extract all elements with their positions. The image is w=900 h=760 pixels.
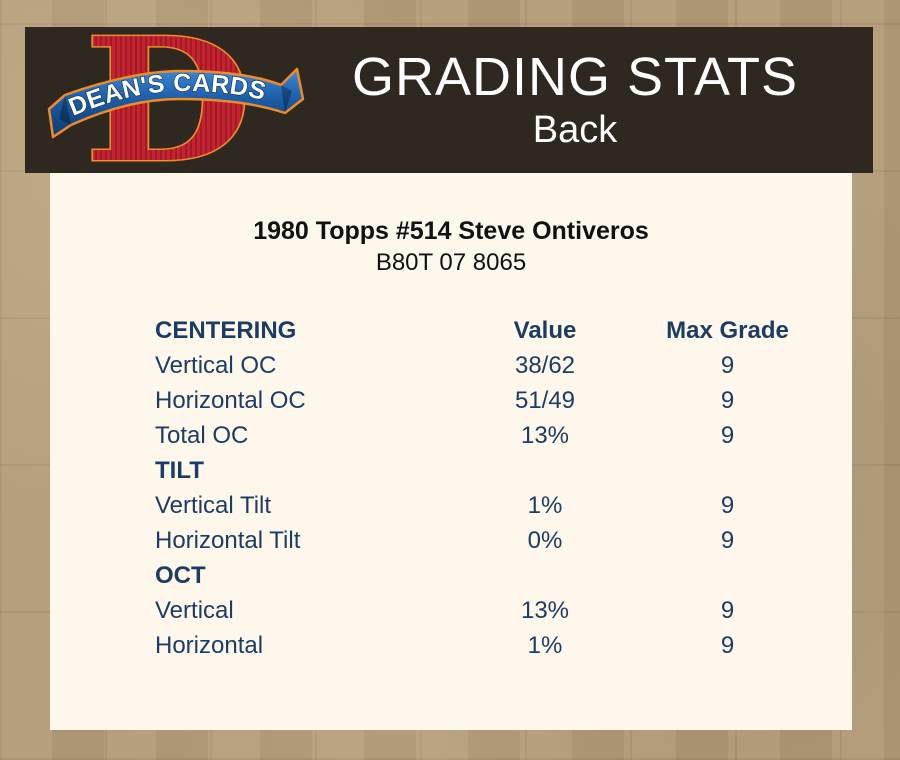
row-label: TILT xyxy=(155,457,204,484)
row-max-grade: 9 xyxy=(720,632,735,659)
row-max-grade: 9 xyxy=(720,527,735,554)
ribbon-fold-left xyxy=(59,95,71,125)
grading-header-row: OCT xyxy=(155,558,810,593)
row-max-grade: Max Grade xyxy=(666,317,789,344)
row-label: Horizontal xyxy=(155,632,264,659)
grading-table: CENTERING Value Max Grade Vertical OC 38/62 9… xyxy=(155,313,810,663)
row-value: 51/49 xyxy=(514,387,576,414)
row-max-grade xyxy=(645,558,810,593)
row-label: OCT xyxy=(155,562,206,589)
ribbon-fold-right xyxy=(281,85,292,113)
deans-cards-logo[interactable]: D DEAN'S CARDS xyxy=(45,0,305,203)
row-max-grade xyxy=(645,453,810,488)
page-title: GRADING STATS xyxy=(351,47,799,107)
row-max-grade: 9 xyxy=(720,492,735,519)
grading-table-body: CENTERING Value Max Grade Vertical OC 38/62 9… xyxy=(155,313,810,663)
site-header: D DEAN'S CARDS GRADING STATS Back xyxy=(25,0,873,203)
grading-data-row: Horizontal Tilt 0% 9 xyxy=(155,523,810,558)
grading-data-row: Vertical 13% 9 xyxy=(155,593,810,628)
row-value: 0% xyxy=(527,527,563,554)
row-max-grade: 9 xyxy=(720,422,735,449)
row-max-grade: 9 xyxy=(720,387,735,414)
logo-ribbon xyxy=(47,67,305,139)
masthead-titles: GRADING STATS Back xyxy=(325,27,825,173)
row-label: Horizontal Tilt xyxy=(155,527,301,554)
grading-data-row: Total OC 13% 9 xyxy=(155,418,810,453)
row-max-grade: 9 xyxy=(720,597,735,624)
row-value: 38/62 xyxy=(514,352,576,379)
deans-cards-logo-icon: D DEAN'S CARDS xyxy=(47,0,305,203)
row-max-grade: 9 xyxy=(720,352,735,379)
row-value xyxy=(445,453,645,488)
grading-header-row: TILT xyxy=(155,453,810,488)
row-value: 1% xyxy=(527,492,563,519)
grading-header-row: CENTERING Value Max Grade xyxy=(155,313,810,348)
row-value: Value xyxy=(513,317,577,344)
row-value: 13% xyxy=(520,422,570,449)
grading-data-row: Vertical Tilt 1% 9 xyxy=(155,488,810,523)
grading-data-row: Horizontal 1% 9 xyxy=(155,628,810,663)
row-value: 13% xyxy=(520,597,570,624)
row-label: Vertical OC xyxy=(155,352,277,379)
card-serial: B80T 07 8065 xyxy=(375,249,527,276)
row-label: Vertical Tilt xyxy=(155,492,272,519)
row-value xyxy=(445,558,645,593)
card-title: 1980 Topps #514 Steve Ontiveros xyxy=(253,217,649,245)
grading-panel: 1980 Topps #514 Steve Ontiveros B80T 07 … xyxy=(50,173,852,730)
row-label: Vertical xyxy=(155,597,234,624)
row-label: Horizontal OC xyxy=(155,387,306,414)
row-label: Total OC xyxy=(155,422,249,449)
grading-data-row: Horizontal OC 51/49 9 xyxy=(155,383,810,418)
grading-data-row: Vertical OC 38/62 9 xyxy=(155,348,810,383)
back-link[interactable]: Back xyxy=(532,109,618,151)
row-label: CENTERING xyxy=(155,317,297,344)
row-value: 1% xyxy=(527,632,563,659)
